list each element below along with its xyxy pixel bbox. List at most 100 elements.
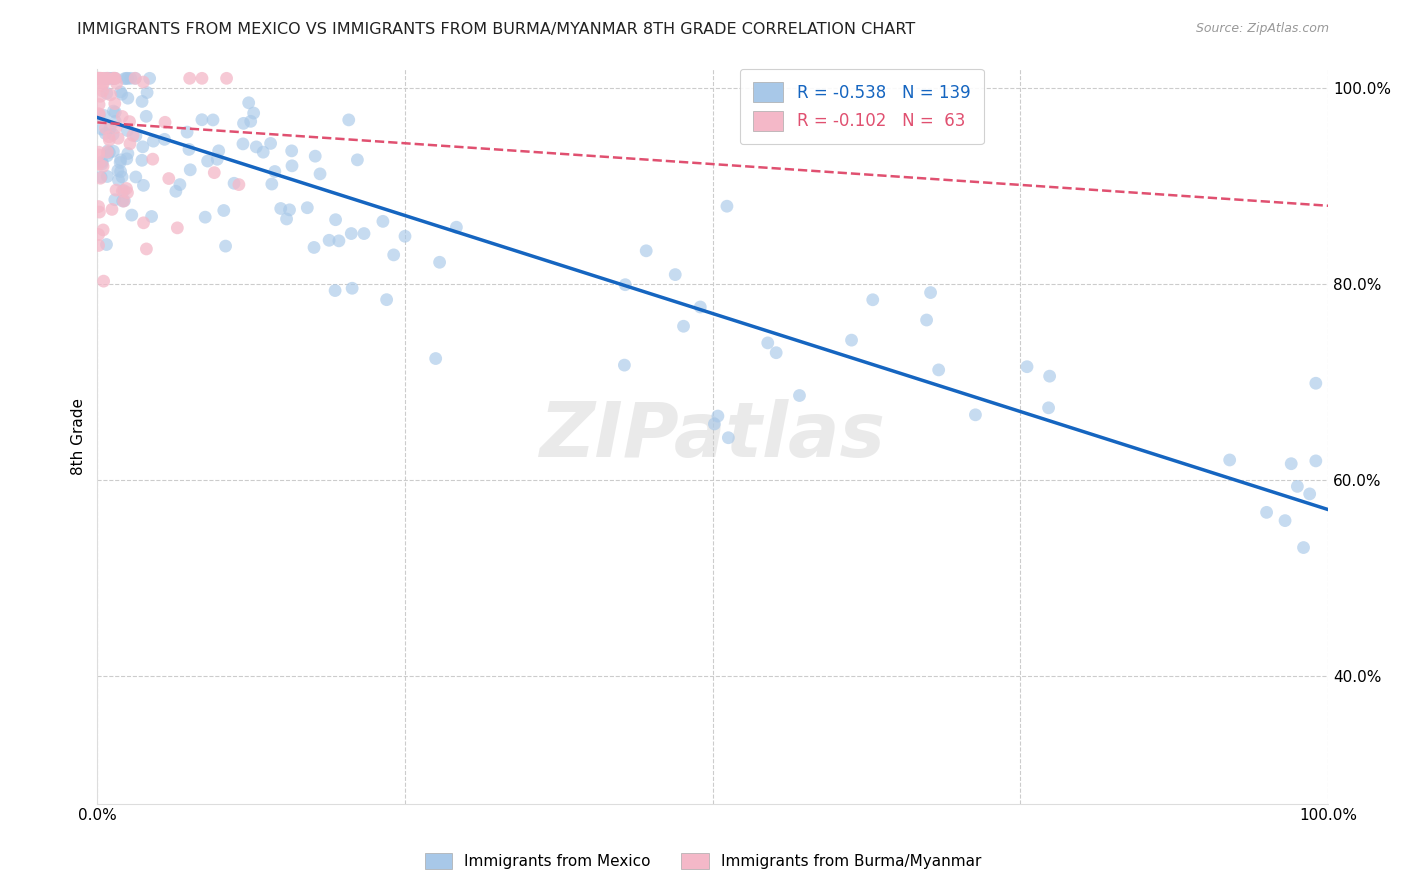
Point (97, 144, 120, 158)
Point (215, 71, 238, 86)
Point (111, 87, 134, 102)
Point (1279, 457, 1302, 471)
Point (429, 255, 451, 269)
Point (122, 128, 145, 143)
Point (1286, 479, 1309, 493)
Point (132, 216, 155, 230)
Point (108, 155, 131, 169)
Point (104, 96, 127, 111)
Point (107, 131, 129, 145)
Point (97, 71, 120, 86)
Point (94, 127, 117, 141)
Point (132, 178, 155, 193)
Point (703, 417, 725, 431)
Point (191, 112, 214, 127)
Point (135, 109, 157, 123)
Point (105, 77, 128, 91)
Point (756, 335, 779, 350)
Point (104, 105, 127, 120)
Point (91, 223, 114, 237)
Point (346, 153, 368, 167)
Point (117, 146, 139, 161)
Point (281, 159, 304, 173)
Point (96, 145, 118, 159)
Point (90, 71, 112, 86)
Point (89, 171, 111, 186)
Point (118, 136, 141, 151)
Point (87, 71, 110, 86)
Point (270, 202, 292, 216)
Point (125, 128, 148, 143)
Point (104, 114, 127, 128)
Point (135, 242, 157, 256)
Point (1039, 369, 1062, 384)
Point (100, 87, 122, 102)
Point (176, 125, 198, 139)
Point (179, 71, 201, 86)
Point (91, 159, 114, 173)
Point (297, 201, 319, 215)
Point (87, 145, 110, 160)
Point (142, 134, 165, 148)
Point (89, 107, 111, 121)
Point (115, 152, 138, 166)
Point (371, 214, 394, 228)
Point (87, 148, 110, 162)
Point (111, 184, 134, 198)
Point (96, 149, 118, 163)
Point (318, 233, 340, 247)
Point (105, 183, 128, 197)
Point (103, 71, 125, 86)
Point (121, 208, 143, 222)
Point (245, 140, 267, 154)
Point (101, 71, 124, 86)
Point (107, 173, 129, 187)
Point (165, 184, 187, 198)
Point (87, 157, 110, 171)
Point (928, 363, 950, 377)
Point (214, 239, 236, 253)
Legend: Immigrants from Mexico, Immigrants from Burma/Myanmar: Immigrants from Mexico, Immigrants from … (419, 847, 987, 875)
Point (132, 75, 155, 89)
Point (328, 234, 350, 248)
Point (325, 212, 347, 227)
Point (207, 153, 229, 167)
Point (89, 71, 111, 86)
Point (614, 277, 637, 292)
Point (87, 227, 110, 242)
Point (98, 133, 121, 147)
Point (94, 121, 117, 136)
Point (87, 200, 110, 214)
Legend: R = -0.538   N = 139, R = -0.102   N =  63: R = -0.538 N = 139, R = -0.102 N = 63 (740, 69, 984, 145)
Point (169, 178, 191, 192)
Point (87, 107, 110, 121)
Point (136, 86, 159, 100)
Point (1256, 505, 1278, 519)
Point (103, 145, 125, 159)
Point (96, 237, 118, 252)
Point (125, 169, 148, 184)
Point (179, 162, 201, 177)
Point (915, 313, 938, 327)
Point (118, 114, 141, 128)
Point (142, 152, 165, 166)
Point (117, 71, 139, 86)
Text: IMMIGRANTS FROM MEXICO VS IMMIGRANTS FROM BURMA/MYANMAR 8TH GRADE CORRELATION CH: IMMIGRANTS FROM MEXICO VS IMMIGRANTS FRO… (77, 22, 915, 37)
Point (862, 293, 884, 307)
Point (91, 157, 114, 171)
Point (276, 211, 298, 226)
Text: Source: ZipAtlas.com: Source: ZipAtlas.com (1195, 22, 1329, 36)
Point (166, 220, 188, 235)
Point (664, 268, 686, 282)
Point (789, 388, 811, 402)
Point (110, 153, 132, 167)
Point (153, 115, 176, 129)
Point (263, 164, 285, 178)
Point (111, 194, 134, 208)
Point (394, 229, 416, 244)
Point (232, 136, 254, 151)
Point (124, 71, 146, 86)
Point (89, 205, 111, 219)
Point (323, 284, 346, 298)
Point (920, 285, 942, 300)
